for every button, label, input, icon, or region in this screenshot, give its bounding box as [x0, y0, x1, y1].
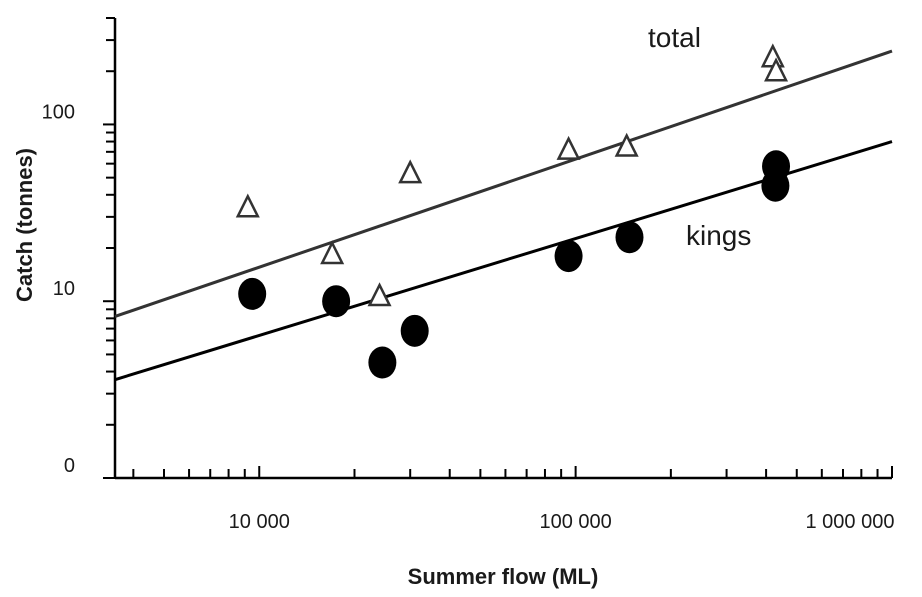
axes	[103, 17, 893, 480]
y-tick-label: 100	[42, 101, 75, 123]
labels: 10 000 100 000 1 000 000 0 10 100 Summer flow …	[12, 22, 894, 589]
point-total	[398, 159, 423, 184]
x-axis-title: Summer flow (ML)	[408, 564, 599, 589]
fit-line-total	[114, 49, 893, 318]
point-total	[320, 240, 345, 265]
y-tick-label: 10	[53, 278, 75, 300]
point-kings	[368, 346, 397, 379]
x-tick-label: 1 000 000	[806, 511, 895, 533]
data-marks	[235, 43, 791, 379]
point-total	[235, 193, 260, 218]
y-axis-title: Catch (tonnes)	[12, 148, 37, 302]
x-tick-label: 10 000	[229, 511, 290, 533]
fit-lines	[114, 49, 893, 382]
y-tick-label: 0	[64, 455, 75, 477]
series-label-total: total	[648, 22, 701, 53]
point-kings	[554, 240, 583, 273]
point-total	[556, 135, 581, 160]
x-tick-label: 100 000	[539, 511, 611, 533]
point-total	[764, 57, 789, 82]
point-kings	[400, 314, 429, 347]
point-total	[760, 43, 785, 68]
series-label-kings: kings	[686, 220, 751, 251]
point-total	[614, 132, 639, 157]
point-kings	[615, 221, 644, 254]
point-kings	[322, 285, 351, 318]
point-kings	[238, 277, 267, 310]
point-kings	[762, 150, 791, 183]
point-total	[367, 282, 392, 307]
